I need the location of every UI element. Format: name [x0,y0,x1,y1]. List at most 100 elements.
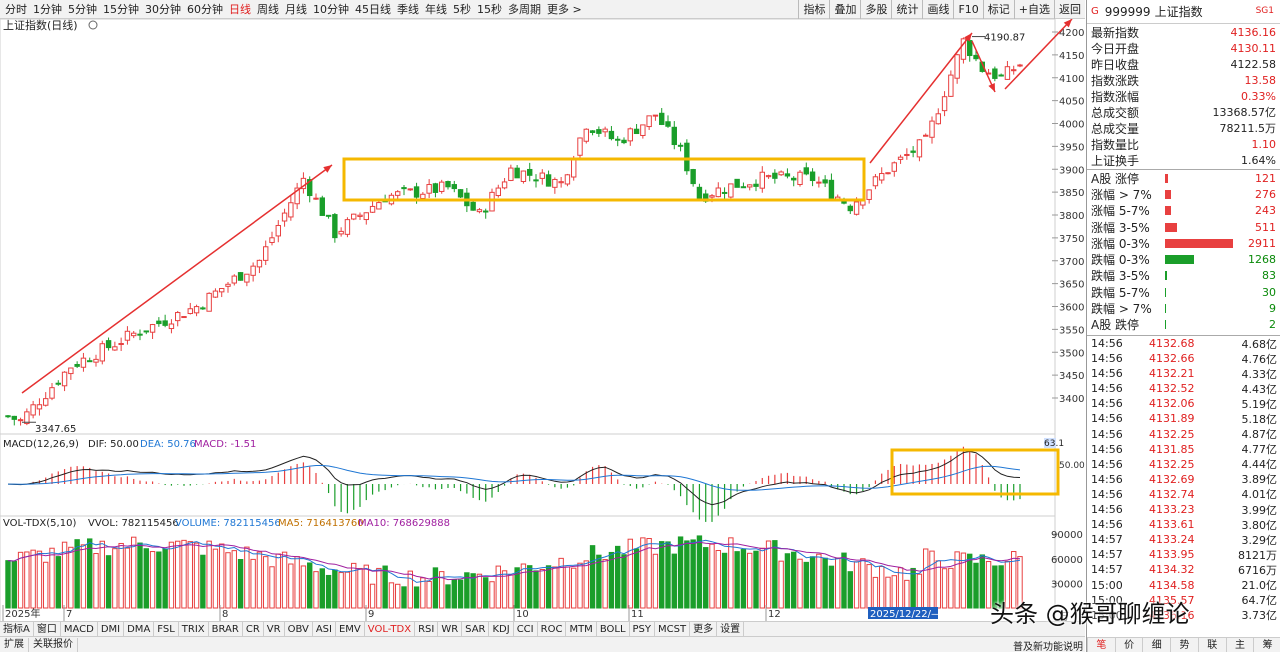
tick-row[interactable]: 14:56 4132.66 4.76亿 [1087,351,1280,366]
panel-tab-5[interactable]: 主 [1225,638,1254,652]
chart-area[interactable]: 4200 4150 4100 4050 4000 3950 3900 3850 3800 3750… [0,19,1085,622]
tick-row[interactable]: 14:56 4132.06 5.19亿 [1087,396,1280,411]
tool-button-1[interactable]: 叠加 [829,0,860,19]
indicator-tab-24[interactable]: 更多 [690,622,718,636]
period-tab-1[interactable]: 1分钟 [33,2,62,16]
vol-bar [483,577,489,609]
indicator-tab-17[interactable]: KDJ [489,622,514,636]
indicator-tab-15[interactable]: WR [438,622,463,636]
indicator-tab-23[interactable]: MCST [655,622,691,636]
status-item-1[interactable]: 关联报价 [29,637,78,652]
period-tab-8[interactable]: 月线 [285,2,307,16]
period-tab-5[interactable]: 60分钟 [187,2,223,16]
indicator-tab-6[interactable]: TRIX [179,622,209,636]
period-tab-11[interactable]: 季线 [397,2,419,16]
indicator-tab-14[interactable]: RSI [415,622,439,636]
indicator-tab-8[interactable]: CR [243,622,264,636]
tick-row[interactable]: 14:56 4133.23 3.99亿 [1087,502,1280,517]
tick-row[interactable]: 14:56 4132.52 4.43亿 [1087,381,1280,396]
y-axis-label: 3650 [1059,280,1084,291]
period-tab-2[interactable]: 5分钟 [68,2,97,16]
quote-label: 指数涨跌 [1091,73,1140,88]
indicator-tab-0[interactable]: 指标A [0,622,34,636]
breadth-count: 511 [1255,220,1276,234]
period-tab-7[interactable]: 周线 [257,2,279,16]
indicator-tab-19[interactable]: ROC [538,622,567,636]
candle-body [527,168,533,176]
tool-button-8[interactable]: 返回 [1054,0,1085,19]
indicator-tab-21[interactable]: BOLL [597,622,630,636]
panel-tab-6[interactable]: 筹 [1253,638,1280,652]
tick-row[interactable]: 14:56 4132.25 4.87亿 [1087,427,1280,442]
panel-tab-4[interactable]: 联 [1197,638,1226,652]
candle-body [809,171,816,182]
indicator-tab-10[interactable]: OBV [285,622,313,636]
indicator-tab-13[interactable]: VOL-TDX [365,622,416,636]
tick-list[interactable]: 14:56 4132.68 4.68亿 14:56 4132.66 4.76亿 14:56 4… [1087,334,1280,623]
vol-bar [602,559,608,609]
tick-row[interactable]: 14:56 4132.25 4.44亿 [1087,457,1280,472]
panel-tab-2[interactable]: 细 [1142,638,1170,652]
indicator-tab-3[interactable]: DMI [98,622,125,636]
period-tab-12[interactable]: 年线 [425,2,447,16]
period-tab-3[interactable]: 15分钟 [103,2,139,16]
tick-row[interactable]: 15:00 4136.16 3.73亿 [1087,608,1280,623]
tool-button-2[interactable]: 多股 [860,0,891,19]
panel-tab-3[interactable]: 势 [1170,638,1198,652]
period-tab-4[interactable]: 30分钟 [145,2,181,16]
tick-price: 4132.21 [1149,367,1195,381]
indicator-tab-7[interactable]: BRAR [209,622,243,636]
period-tab-15[interactable]: 多周期 [508,2,541,16]
tick-row[interactable]: 15:00 4135.57 64.7亿 [1087,593,1280,608]
candle-body [910,150,916,153]
tick-row[interactable]: 14:56 4132.21 4.33亿 [1087,366,1280,381]
quote-row: 指数量比 1.10 [1087,136,1280,152]
quote-value: 1.10 [1251,137,1277,151]
indicator-tab-25[interactable]: 设置 [717,622,745,636]
panel-tab-0[interactable]: 笔 [1087,638,1115,652]
vol-ma5-line [7,539,1021,583]
period-tab-13[interactable]: 5秒 [453,2,471,16]
tool-button-6[interactable]: 标记 [982,0,1014,19]
tick-row[interactable]: 14:57 4134.32 6716万 [1087,562,1280,577]
status-item-0[interactable]: 扩展 [0,637,29,652]
tool-button-4[interactable]: 画线 [922,0,953,19]
indicator-tab-5[interactable]: FSL [154,622,179,636]
tool-button-3[interactable]: 统计 [891,0,922,19]
indicator-tab-20[interactable]: MTM [566,622,597,636]
period-tab-0[interactable]: 分时 [5,2,27,16]
tick-row[interactable]: 14:57 4133.24 3.29亿 [1087,532,1280,547]
tick-row[interactable]: 14:56 4131.85 4.77亿 [1087,442,1280,457]
indicator-tab-1[interactable]: 窗口 [34,622,61,636]
tick-row[interactable]: 14:56 4133.61 3.80亿 [1087,517,1280,532]
tick-row[interactable]: 14:56 4132.69 3.89亿 [1087,472,1280,487]
tool-button-0[interactable]: 指标 [798,0,829,19]
quote-rows: 最新指数 4136.16 今日开盘 4130.11 昨日收盘 4122.58 指数涨跌 13.… [1087,24,1280,168]
tick-row[interactable]: 14:57 4133.95 8121万 [1087,547,1280,562]
indicator-tab-4[interactable]: DMA [124,622,155,636]
indicator-tab-22[interactable]: PSY [630,622,656,636]
panel-tab-1[interactable]: 价 [1114,638,1143,652]
candle-body [589,130,596,133]
indicator-tab-16[interactable]: SAR [462,622,490,636]
indicator-tab-2[interactable]: MACD [61,622,98,636]
tick-row[interactable]: 14:56 4131.89 5.18亿 [1087,411,1280,426]
tick-row[interactable]: 14:56 4132.74 4.01亿 [1087,487,1280,502]
period-tab-10[interactable]: 45日线 [355,2,391,16]
vol-bar [835,557,841,609]
tool-button-7[interactable]: +自选 [1013,0,1054,19]
period-tab-6[interactable]: 日线 [229,2,251,16]
indicator-tab-18[interactable]: CCI [514,622,538,636]
status-right[interactable]: 普及新功能说明 [1013,642,1083,653]
candle-body [313,197,319,200]
indicator-tab-12[interactable]: EMV [336,622,365,636]
kline-chart[interactable]: 4200 4150 4100 4050 4000 3950 3900 3850 3800 3750… [0,19,1085,622]
period-tab-16[interactable]: 更多 > [547,2,582,16]
period-tab-9[interactable]: 10分钟 [313,2,349,16]
tick-row[interactable]: 14:56 4132.68 4.68亿 [1087,336,1280,351]
period-tab-14[interactable]: 15秒 [477,2,502,16]
tool-button-5[interactable]: F10 [953,0,982,19]
tick-row[interactable]: 15:00 4134.58 21.0亿 [1087,577,1280,593]
indicator-tab-11[interactable]: ASI [313,622,336,636]
indicator-tab-9[interactable]: VR [264,622,285,636]
